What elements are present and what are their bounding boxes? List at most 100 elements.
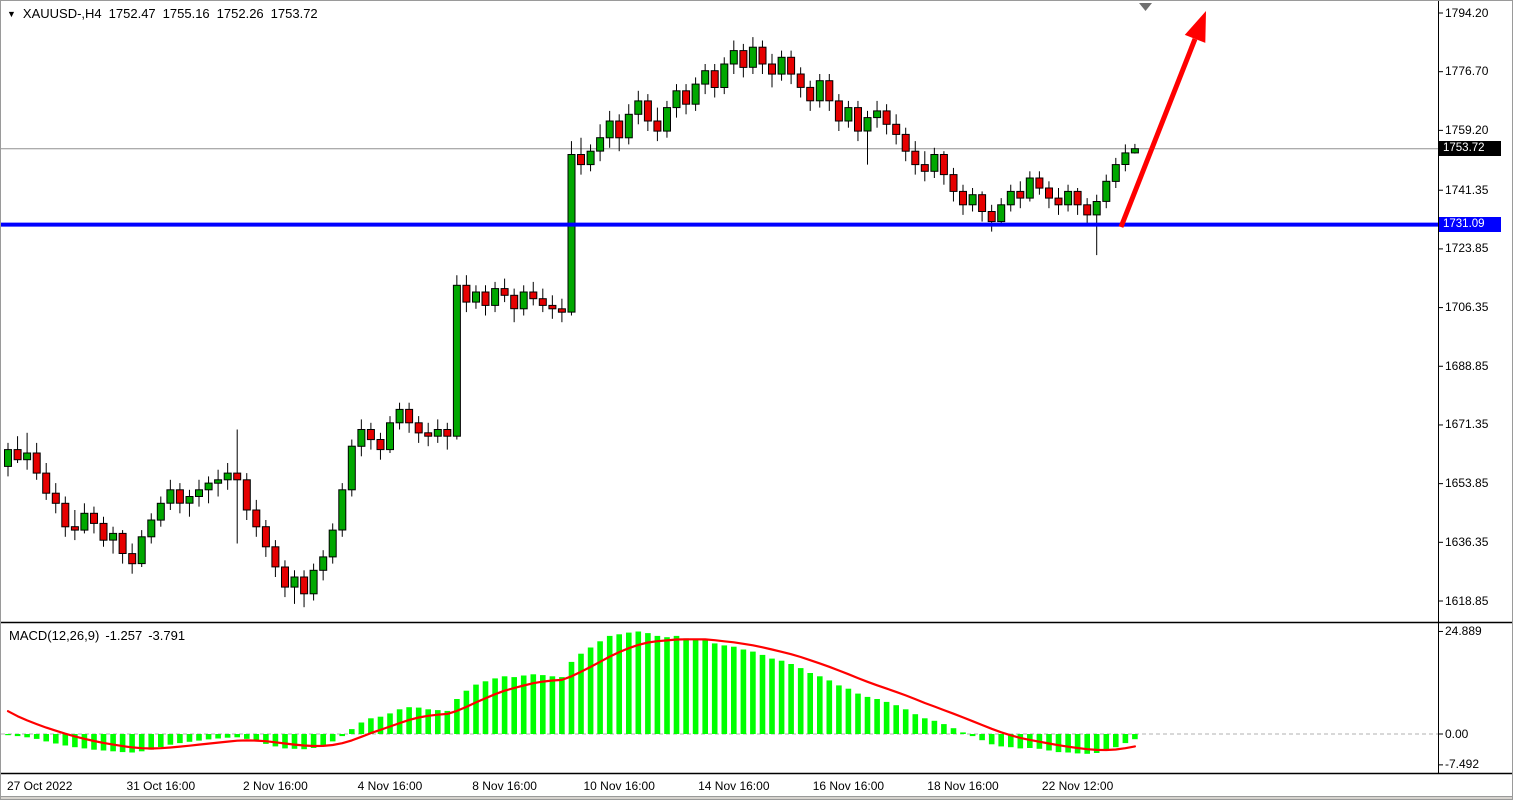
macd-bar: [979, 734, 985, 741]
macd-bar: [377, 716, 384, 734]
candle-body: [930, 154, 939, 172]
macd-bar: [482, 681, 489, 734]
candle-body: [1016, 190, 1025, 199]
chart-title: ▼ XAUUSD-,H4 1752.47 1755.16 1752.26 1753.72: [7, 6, 318, 21]
macd-bar: [721, 645, 728, 734]
trend-arrow-shaft[interactable]: [1118, 37, 1198, 228]
macd-bar: [883, 701, 890, 734]
candle-body: [710, 70, 719, 88]
macd-bar: [205, 734, 212, 740]
macd-bar: [788, 664, 794, 734]
macd-bar: [53, 734, 59, 744]
macd-bar: [368, 718, 374, 734]
candlesticks: [4, 37, 1139, 608]
candle-body: [777, 56, 786, 75]
macd-bar: [253, 734, 260, 742]
candle-body: [615, 120, 624, 139]
macd-name: MACD(12,26,9): [9, 628, 100, 643]
candle-body: [357, 429, 366, 447]
macd-bar: [119, 734, 126, 753]
macd-bar: [912, 714, 919, 734]
macd-bar: [282, 734, 288, 749]
candle-body: [557, 308, 566, 313]
candle-body: [195, 489, 203, 497]
price-tick-label: 1653.85: [1445, 476, 1489, 491]
candle-body: [90, 512, 98, 524]
candle-body: [1006, 190, 1015, 206]
candle-body: [309, 569, 318, 595]
macd-bar: [941, 724, 947, 734]
macd-bar: [664, 637, 670, 734]
price-tick-label: 1671.35: [1445, 417, 1489, 432]
macd-bar: [616, 634, 622, 734]
candle-body: [166, 489, 175, 504]
macd-bar: [158, 734, 164, 748]
candle-body: [1073, 190, 1082, 206]
candle-body: [23, 452, 32, 461]
macd-bar: [731, 646, 737, 734]
candle-body: [920, 164, 929, 172]
candle-body: [347, 445, 356, 491]
macd-bar: [1017, 734, 1024, 749]
macd-bar: [186, 734, 193, 742]
candle-body: [1054, 197, 1063, 206]
candle-body: [911, 150, 920, 166]
macd-bar: [711, 643, 718, 734]
macd-tick-label: -7.492: [1445, 757, 1480, 772]
candle-body: [605, 120, 614, 139]
candle-body: [748, 46, 757, 68]
candle-body: [13, 449, 22, 461]
candle-body: [1092, 201, 1101, 216]
macd-bar: [769, 658, 775, 734]
trend-arrow-head[interactable]: [1184, 11, 1206, 43]
candle-body: [261, 526, 270, 548]
candle-body: [987, 211, 996, 223]
candle-body: [586, 150, 595, 166]
candle-body: [844, 107, 853, 122]
candle-body: [366, 429, 375, 441]
ohlc-high: 1755.16: [162, 6, 210, 21]
symbol-dropdown-icon[interactable]: ▼: [7, 9, 16, 19]
macd-bar: [129, 734, 135, 753]
macd-bar: [864, 696, 871, 734]
candle-body: [80, 512, 89, 531]
macd-bar: [62, 734, 69, 746]
candle-body: [443, 429, 452, 437]
candle-body: [739, 50, 748, 68]
time-tick-label: 27 Oct 2022: [7, 779, 73, 793]
time-tick-label: 31 Oct 16:00: [126, 779, 196, 793]
candle-body: [395, 408, 404, 424]
chart-shift-marker[interactable]: [1139, 3, 1152, 11]
candle-body: [109, 532, 118, 541]
candle-body: [873, 110, 882, 119]
macd-bar: [301, 734, 307, 750]
symbol-timeframe-label: XAUUSD-,H4: [22, 6, 102, 21]
time-tick-label: 16 Nov 16:00: [812, 779, 885, 793]
macd-histogram: [5, 631, 1138, 754]
candle-body: [185, 496, 194, 504]
macd-bar: [1113, 734, 1119, 748]
candle-body: [815, 80, 824, 102]
macd-bar: [826, 680, 833, 734]
candle-body: [901, 133, 910, 152]
candle-body: [787, 56, 796, 75]
macd-bar: [778, 660, 785, 734]
window-bottom-edge: [1, 796, 1512, 799]
candle-body: [567, 154, 576, 313]
candle-body: [729, 50, 738, 65]
macd-bar: [272, 734, 279, 747]
candle-body: [1025, 177, 1034, 199]
candle-body: [1035, 177, 1044, 189]
macd-bar: [43, 734, 49, 742]
macd-bar: [387, 713, 393, 734]
macd-bar: [683, 638, 689, 734]
macd-bar: [893, 705, 899, 734]
macd-bar: [425, 709, 431, 734]
macd-bar: [5, 734, 11, 736]
macd-bar: [81, 734, 88, 749]
candle-body: [414, 422, 423, 434]
candle-body: [691, 83, 700, 105]
candle-body: [290, 576, 299, 588]
